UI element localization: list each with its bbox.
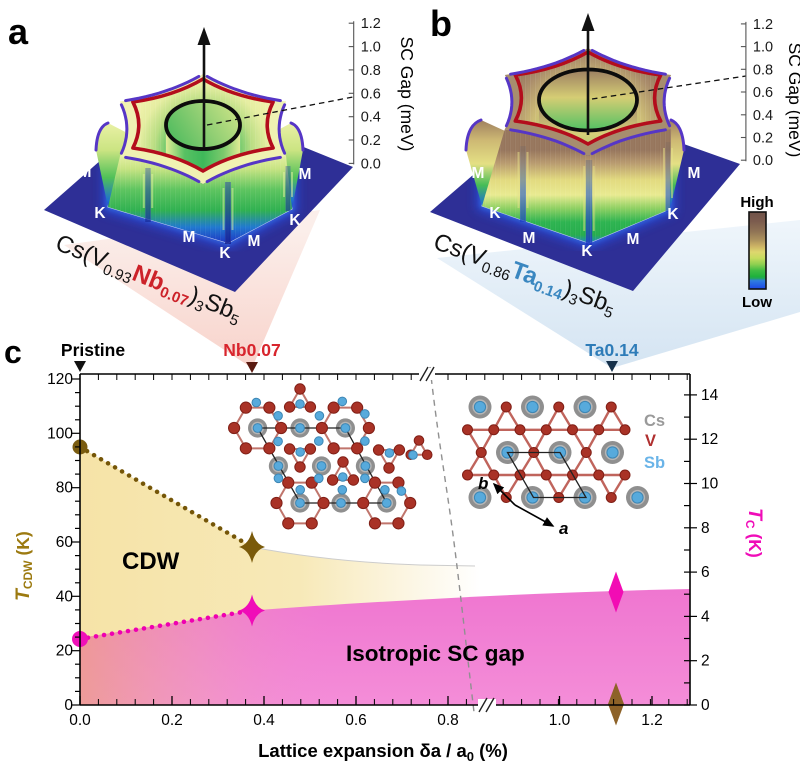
svg-text:60: 60 bbox=[56, 534, 74, 551]
svg-text:10: 10 bbox=[701, 476, 719, 493]
svg-text:Sb: Sb bbox=[644, 454, 665, 472]
svg-text:0.2: 0.2 bbox=[753, 131, 773, 147]
svg-text:b: b bbox=[430, 3, 452, 44]
svg-text:1.0: 1.0 bbox=[361, 40, 381, 56]
svg-text:0.2: 0.2 bbox=[361, 133, 381, 149]
svg-text:0.6: 0.6 bbox=[345, 712, 367, 729]
svg-text:M: M bbox=[523, 230, 536, 247]
svg-text:K: K bbox=[94, 205, 106, 222]
svg-text:4: 4 bbox=[701, 608, 710, 625]
svg-text:1.2: 1.2 bbox=[753, 17, 773, 33]
svg-text:0.0: 0.0 bbox=[69, 712, 91, 729]
svg-text:Lattice expansion δa / a0 (%): Lattice expansion δa / a0 (%) bbox=[258, 740, 508, 764]
svg-text:80: 80 bbox=[56, 480, 74, 497]
svg-text:2: 2 bbox=[701, 653, 710, 670]
svg-text:0.8: 0.8 bbox=[361, 63, 381, 79]
svg-text:Ta0.14: Ta0.14 bbox=[585, 340, 638, 360]
svg-text:1.0: 1.0 bbox=[549, 712, 571, 729]
svg-text:M: M bbox=[299, 166, 312, 183]
svg-text:Cs: Cs bbox=[644, 412, 665, 430]
svg-text:100: 100 bbox=[47, 425, 73, 442]
svg-text:CDW: CDW bbox=[122, 548, 180, 575]
svg-text:0: 0 bbox=[64, 697, 73, 714]
svg-text:M: M bbox=[472, 165, 485, 182]
svg-text:M: M bbox=[627, 231, 640, 248]
svg-text:a: a bbox=[559, 519, 568, 538]
svg-text:M: M bbox=[248, 233, 261, 250]
svg-text:6: 6 bbox=[701, 564, 710, 581]
svg-text:40: 40 bbox=[56, 588, 74, 605]
svg-text:SC Gap (meV): SC Gap (meV) bbox=[785, 43, 800, 158]
svg-text:0.6: 0.6 bbox=[753, 85, 773, 101]
svg-text:14: 14 bbox=[701, 387, 719, 404]
svg-text:0: 0 bbox=[701, 697, 710, 714]
svg-text:1.0: 1.0 bbox=[753, 40, 773, 56]
svg-text:Nb0.07: Nb0.07 bbox=[223, 340, 280, 360]
svg-text:0.4: 0.4 bbox=[361, 110, 381, 126]
svg-text:120: 120 bbox=[47, 371, 73, 388]
svg-text:12: 12 bbox=[701, 431, 718, 448]
svg-text:TCDW (K): TCDW (K) bbox=[12, 531, 35, 601]
svg-text:0.8: 0.8 bbox=[753, 62, 773, 78]
svg-text:0.0: 0.0 bbox=[753, 153, 773, 169]
svg-text:K: K bbox=[489, 205, 501, 222]
svg-text:0.8: 0.8 bbox=[437, 712, 459, 729]
svg-text:0.2: 0.2 bbox=[161, 712, 183, 729]
svg-text:c: c bbox=[4, 334, 22, 370]
svg-text:0.6: 0.6 bbox=[361, 86, 381, 102]
svg-text:Low: Low bbox=[742, 294, 772, 311]
svg-text:K: K bbox=[667, 206, 679, 223]
svg-text:K: K bbox=[289, 212, 301, 229]
svg-text:20: 20 bbox=[56, 643, 74, 660]
svg-text:SC Gap (meV): SC Gap (meV) bbox=[397, 37, 417, 152]
svg-text:K: K bbox=[581, 243, 593, 260]
svg-text:TC (K): TC (K) bbox=[743, 508, 766, 558]
svg-text:V: V bbox=[645, 432, 656, 450]
svg-text:Pristine: Pristine bbox=[61, 340, 125, 360]
svg-text:High: High bbox=[740, 194, 773, 211]
svg-text:b: b bbox=[478, 474, 488, 493]
svg-text:1.2: 1.2 bbox=[361, 16, 381, 32]
svg-text:8: 8 bbox=[701, 520, 710, 537]
svg-text:Isotropic SC gap: Isotropic SC gap bbox=[346, 641, 525, 666]
svg-text:M: M bbox=[183, 229, 196, 246]
svg-text:0.4: 0.4 bbox=[753, 108, 773, 124]
svg-text:M: M bbox=[688, 165, 701, 182]
svg-text:K: K bbox=[219, 245, 231, 262]
svg-text:1.2: 1.2 bbox=[641, 712, 663, 729]
svg-text:M: M bbox=[79, 164, 92, 181]
svg-text:0.4: 0.4 bbox=[253, 712, 275, 729]
svg-text:0.0: 0.0 bbox=[361, 156, 381, 172]
svg-text:a: a bbox=[8, 11, 29, 52]
